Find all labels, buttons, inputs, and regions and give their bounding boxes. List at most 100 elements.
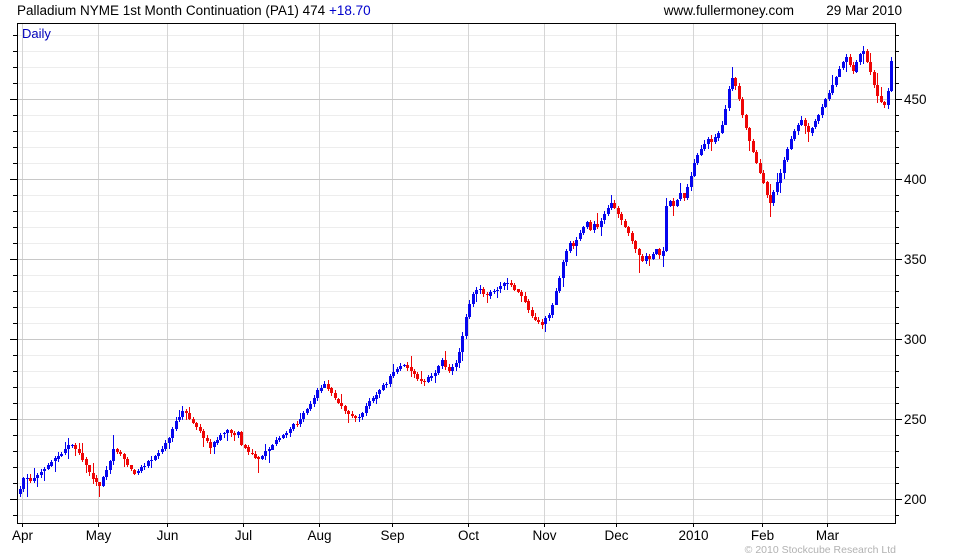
candle-up xyxy=(385,384,388,385)
candle-up xyxy=(855,62,858,72)
candle-up xyxy=(36,475,39,478)
x-axis-label: Sep xyxy=(380,528,404,543)
candle-up xyxy=(887,91,890,105)
candle-up xyxy=(427,377,430,382)
candle-up xyxy=(828,93,831,99)
y-axis-label: 400 xyxy=(904,172,927,187)
candle-up xyxy=(714,137,717,142)
candle-up xyxy=(223,433,226,434)
candle-down xyxy=(330,388,333,393)
candle-up xyxy=(655,249,658,254)
candle-up xyxy=(645,256,648,261)
candle-up xyxy=(575,240,578,246)
candle-up xyxy=(548,315,551,318)
candle-down xyxy=(541,322,544,325)
candle-up xyxy=(579,233,582,239)
candle-down xyxy=(347,411,350,414)
candle-up xyxy=(216,440,219,443)
candle-down xyxy=(185,411,188,413)
candle-up xyxy=(112,449,115,461)
candle-up xyxy=(430,376,433,378)
candle-down xyxy=(423,381,426,382)
candle-up xyxy=(382,385,385,390)
candle-down xyxy=(762,173,765,183)
candle-down xyxy=(92,473,95,479)
candle-up xyxy=(783,160,786,173)
candle-down xyxy=(537,320,540,322)
candle-up xyxy=(489,292,492,296)
candle-up xyxy=(696,155,699,163)
candle-up xyxy=(271,445,274,450)
candle-down xyxy=(807,126,810,132)
candle-down xyxy=(354,416,357,418)
candle-down xyxy=(240,432,243,445)
website-label: www.fullermoney.com xyxy=(663,3,794,18)
candle-down xyxy=(420,379,423,381)
date-label: 29 Mar 2010 xyxy=(826,3,902,18)
candle-up xyxy=(662,251,665,256)
candle-down xyxy=(334,393,337,398)
candle-up xyxy=(831,85,834,93)
candle-up xyxy=(181,411,184,417)
candle-up xyxy=(67,445,70,449)
candle-down xyxy=(641,256,644,261)
axis-ticks xyxy=(10,35,902,527)
candle-up xyxy=(434,373,437,376)
candle-down xyxy=(257,457,260,459)
candle-up xyxy=(313,398,316,404)
candle-down xyxy=(340,403,343,406)
candle-up xyxy=(703,144,706,149)
x-axis-label: Mar xyxy=(816,528,840,543)
candle-up xyxy=(465,317,468,336)
candle-up xyxy=(299,419,302,424)
candle-down xyxy=(617,208,620,214)
candle-up xyxy=(102,477,105,486)
candle-up xyxy=(811,128,814,133)
candle-down xyxy=(486,294,489,295)
candle-up xyxy=(669,201,672,206)
candle-up xyxy=(226,430,229,433)
candle-down xyxy=(624,221,627,227)
candle-up xyxy=(565,251,568,262)
candle-down xyxy=(116,449,119,452)
candle-up xyxy=(458,352,461,363)
candle-down xyxy=(738,86,741,99)
candle-down xyxy=(748,128,751,141)
chart-title: Palladium NYME 1st Month Continuation (P… xyxy=(17,3,371,18)
x-axis-label: Jun xyxy=(157,528,179,543)
candle-down xyxy=(410,367,413,371)
candle-up xyxy=(707,139,710,144)
candle-up xyxy=(451,367,454,371)
candle-up xyxy=(171,429,174,438)
candle-up xyxy=(859,54,862,62)
candle-up xyxy=(261,456,264,459)
candle-down xyxy=(444,360,447,367)
candle-up xyxy=(396,369,399,372)
candle-up xyxy=(372,398,375,401)
candle-up xyxy=(47,465,50,469)
candle-up xyxy=(607,208,610,214)
candle-up xyxy=(161,449,164,452)
candle-up xyxy=(603,214,606,220)
candle-down xyxy=(710,139,713,142)
candle-up xyxy=(728,89,731,108)
candle-down xyxy=(524,296,527,302)
candle-up xyxy=(147,461,150,466)
candle-up xyxy=(143,466,146,467)
candle-up xyxy=(219,435,222,440)
x-axis-label: Aug xyxy=(307,528,331,543)
x-axis-label: Oct xyxy=(458,528,479,543)
candle-up xyxy=(33,478,36,481)
x-axis-label: Jul xyxy=(235,528,252,543)
candle-down xyxy=(202,431,205,438)
candle-up xyxy=(358,417,361,418)
candle-up xyxy=(302,413,305,419)
candle-down xyxy=(513,285,516,290)
timeframe-label: Daily xyxy=(22,26,51,41)
y-axis-label: 200 xyxy=(904,492,927,507)
candle-up xyxy=(375,395,378,399)
x-axis-label: May xyxy=(86,528,112,543)
x-axis-label: Nov xyxy=(532,528,556,543)
candle-down xyxy=(531,310,534,316)
candle-up xyxy=(237,432,240,435)
